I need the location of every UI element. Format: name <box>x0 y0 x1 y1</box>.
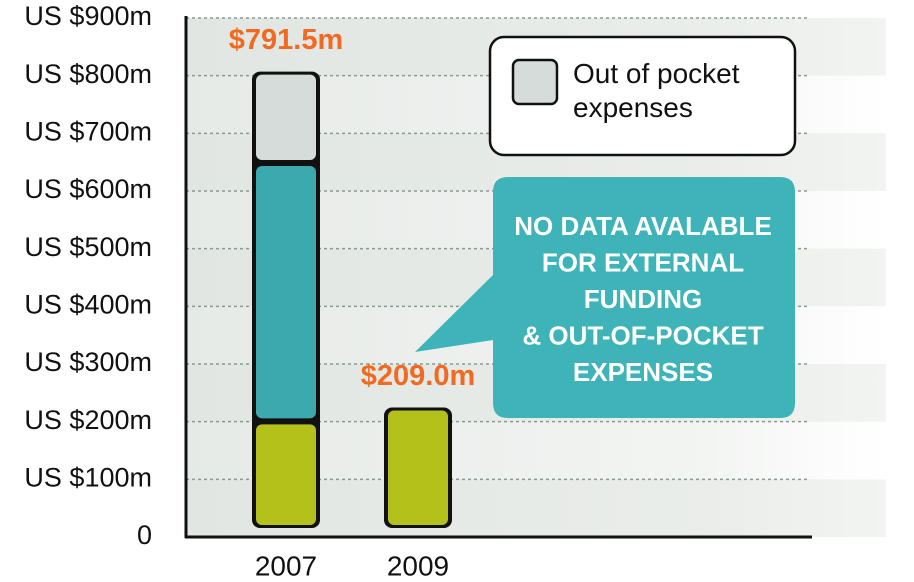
legend-swatch <box>511 58 559 106</box>
legend: Out of pocket expenses <box>488 35 797 157</box>
bar-segment <box>256 74 316 160</box>
callout-text: NO DATA AVALABLE <box>514 211 772 241</box>
y-tick-label: US $900m <box>24 1 152 31</box>
callout-text: & OUT-OF-POCKET <box>522 320 763 350</box>
callout-text: FUNDING <box>584 284 702 314</box>
x-tick-label: 2007 <box>255 550 317 581</box>
bar-segment <box>388 410 448 525</box>
legend-label: Out of pocket expenses <box>573 58 740 123</box>
y-tick-label: US $700m <box>24 116 152 146</box>
callout-bubble <box>415 177 795 418</box>
x-tick-label: 2009 <box>387 550 449 581</box>
y-tick-label: 0 <box>137 520 152 550</box>
y-tick-label: US $300m <box>24 347 152 377</box>
total-label: $791.5m <box>229 24 344 56</box>
callout: NO DATA AVALABLE FOR EXTERNAL FUNDING & OUT… <box>415 177 795 418</box>
y-tick-label: US $600m <box>24 174 152 204</box>
y-tick-label: US $500m <box>24 232 152 262</box>
y-tick-label: US $200m <box>24 405 152 435</box>
y-tick-label: US $400m <box>24 289 152 319</box>
bar-segment <box>256 165 316 419</box>
bar-segment <box>256 424 316 525</box>
callout-text: EXPENSES <box>573 357 713 387</box>
y-tick-label: US $100m <box>24 462 152 492</box>
y-tick-label: US $800m <box>24 59 152 89</box>
total-label: $209.0m <box>361 360 476 392</box>
legend-box <box>488 35 797 157</box>
callout-text: FOR EXTERNAL <box>542 247 744 277</box>
